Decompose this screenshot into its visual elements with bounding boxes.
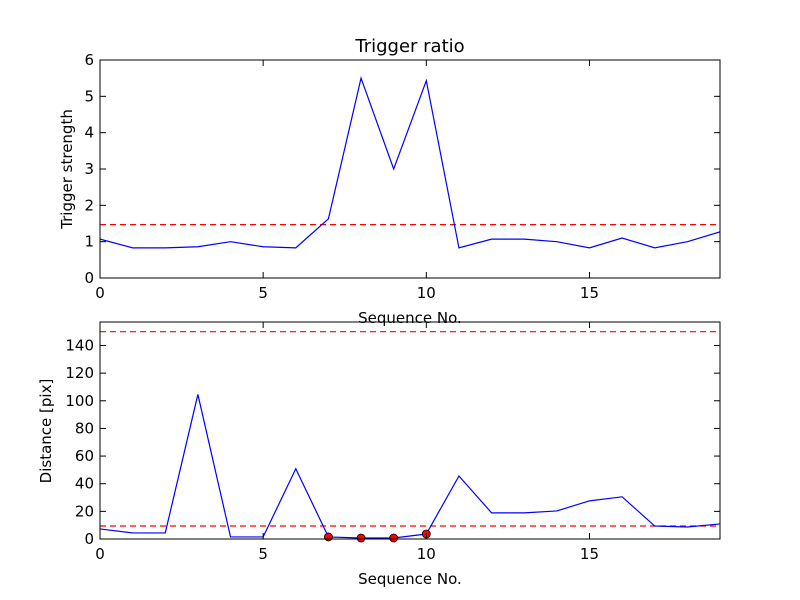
y-tick-label: 20 xyxy=(75,502,94,520)
x-tick-label: 15 xyxy=(580,284,599,302)
y-tick-label: 40 xyxy=(75,475,94,493)
distance-subplot: Sequence No. Distance [pix] 0 5 10 15 0 20 40 6… xyxy=(37,321,721,588)
trigger-ratio-subplot: Trigger ratio Sequence No. Trigger stren… xyxy=(58,36,721,327)
y-tick-label: 3 xyxy=(84,160,94,178)
plot-clip-group xyxy=(100,331,720,539)
x-tick-label: 10 xyxy=(417,545,436,563)
y-tick-label: 0 xyxy=(84,530,94,548)
y-axis-label: Trigger strength xyxy=(58,109,76,230)
x-tick-label: 0 xyxy=(95,284,105,302)
y-tick-label: 5 xyxy=(84,87,94,105)
x-tick-label: 0 xyxy=(95,545,105,563)
x-axis-label: Sequence No. xyxy=(358,309,462,327)
y-tick-label: 60 xyxy=(75,447,94,465)
highlight-point xyxy=(324,532,333,542)
y-tick-label: 4 xyxy=(84,124,94,142)
y-tick-label: 120 xyxy=(65,364,94,382)
chart-title: Trigger ratio xyxy=(354,36,464,57)
x-tick-label: 5 xyxy=(258,545,268,563)
series-line xyxy=(100,76,720,249)
plot-clip-group xyxy=(100,76,720,249)
y-tick-label: 6 xyxy=(84,51,94,69)
plot-area: 0 5 10 15 0 20 40 60 80 100 120 140 xyxy=(65,321,721,563)
y-tick-label: 140 xyxy=(65,336,94,354)
x-tick-label: 15 xyxy=(580,545,599,563)
y-tick-label: 80 xyxy=(75,419,94,437)
x-axis-label: Sequence No. xyxy=(358,570,462,588)
x-tick-label: 5 xyxy=(258,284,268,302)
highlight-point xyxy=(356,533,366,543)
y-tick-label: 0 xyxy=(84,269,94,287)
y-axis-label: Distance [pix] xyxy=(37,379,55,484)
y-tick-label: 1 xyxy=(84,233,94,251)
x-tick-label: 10 xyxy=(417,284,436,302)
plot-area: 0 5 10 15 0 1 2 3 4 5 6 xyxy=(84,51,721,302)
axes-frame xyxy=(99,321,721,540)
highlight-point xyxy=(389,533,399,543)
y-tick-label: 2 xyxy=(84,196,94,214)
series-line xyxy=(100,394,720,539)
y-tick-label: 100 xyxy=(65,392,94,410)
